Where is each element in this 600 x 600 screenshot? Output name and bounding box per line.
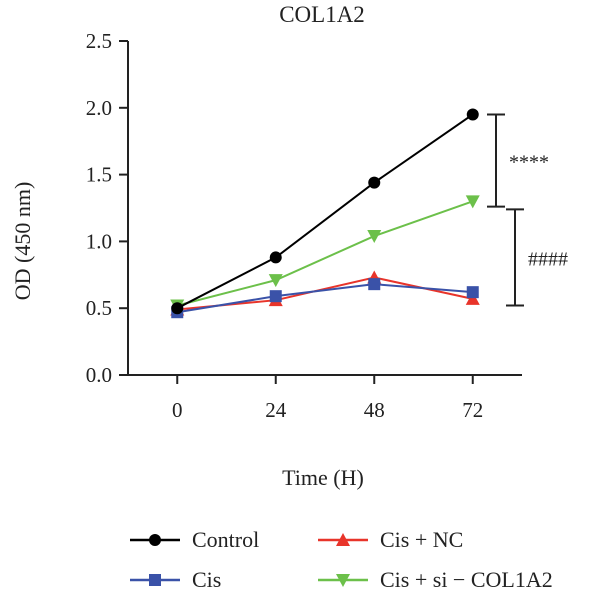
legend-item: Control [130,527,259,552]
data-point [368,176,381,189]
legend-label: Cis + NC [380,527,463,552]
significance-bracket: #### [506,208,568,307]
data-point [269,290,282,303]
x-tick-label: 24 [265,398,287,422]
y-tick-label: 0.0 [86,363,112,387]
series-line [177,283,473,314]
series-3 [170,195,480,313]
legend-label: Cis [192,567,221,592]
series-line [177,200,474,307]
series-layer [170,108,480,319]
y-tick-label: 1.0 [86,229,112,253]
legend-marker [336,533,350,546]
x-tick-label: 0 [172,398,183,422]
axes: 0.0 0.5 1.0 1.5 2.0 2.5 0 24 48 72 [86,29,522,422]
legend-label: Cis + si − COL1A2 [380,567,553,592]
legend-item: Cis [130,567,221,592]
legend: Control Cis Cis + NC Cis + si − COL1A2 [130,527,553,592]
x-axis-title: Time (H) [282,465,364,490]
legend-marker [149,574,161,586]
significance-label: #### [528,248,568,270]
data-point [368,278,381,291]
y-axis-title: OD (450 nm) [10,182,35,301]
significance-bracket: **** [487,113,549,208]
data-point [465,291,480,305]
series-line [176,113,474,310]
legend-marker [149,534,161,546]
data-point [367,230,382,244]
x-tick-label: 72 [462,398,483,422]
data-point [268,274,283,288]
series-0 [171,108,479,315]
x-tick-label: 48 [364,398,385,422]
data-point [466,108,479,121]
data-point [466,286,479,299]
series-2 [170,270,480,316]
legend-marker [336,574,350,587]
y-tick-label: 2.0 [86,96,112,120]
legend-item: Cis + si − COL1A2 [318,567,553,592]
legend-label: Control [192,527,259,552]
y-tick-label: 0.5 [86,296,112,320]
significance-label: **** [509,152,549,174]
data-point [269,251,282,264]
data-point [171,302,184,315]
significance-annotations: **** #### [487,113,568,307]
data-point [465,195,480,209]
chart-title: COL1A2 [279,2,365,27]
legend-item: Cis + NC [318,527,463,552]
series-1 [171,278,479,319]
y-tick-label: 2.5 [86,29,112,53]
y-tick-label: 1.5 [86,163,112,187]
